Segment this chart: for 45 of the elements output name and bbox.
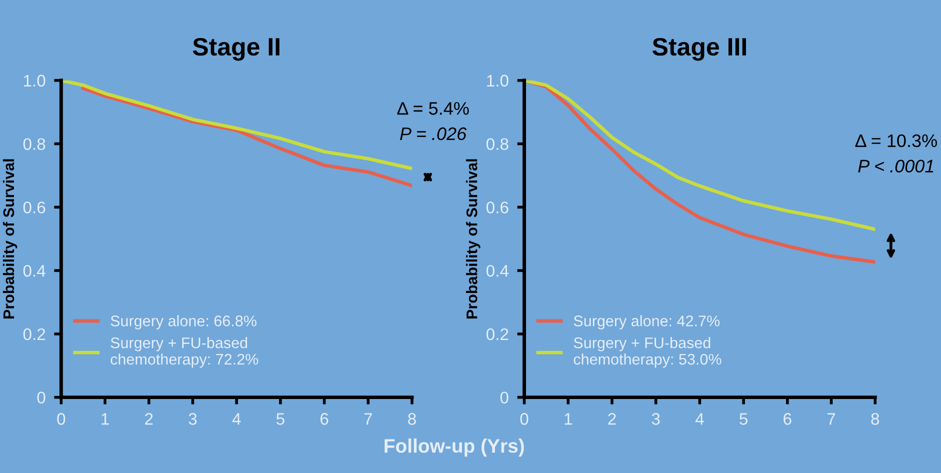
x-tick-label: 8 bbox=[871, 413, 880, 425]
x-tick-label: 1 bbox=[102, 413, 109, 425]
y-axis-title: Probability of Survival bbox=[2, 159, 18, 318]
y-tick-label: 1.0 bbox=[24, 74, 46, 87]
x-tick-label: 1 bbox=[564, 413, 572, 425]
y-tick-label: 0 bbox=[37, 392, 46, 404]
annotation: Δ = 10.3% bbox=[855, 134, 937, 148]
x-tick-label: 7 bbox=[364, 413, 372, 425]
x-tick-label: 5 bbox=[740, 413, 748, 425]
y-tick-label: 0.2 bbox=[23, 328, 46, 340]
x-tick-label: 5 bbox=[276, 413, 284, 425]
line-series bbox=[81, 86, 412, 188]
y-axis-title: Probability of Survival bbox=[466, 159, 480, 318]
y-tick-label: 0 bbox=[500, 392, 508, 404]
x-tick-label: 7 bbox=[827, 413, 836, 425]
line-series bbox=[61, 80, 412, 170]
y-tick-label: 1.0 bbox=[487, 74, 508, 87]
x-tick-label: 0 bbox=[57, 413, 66, 425]
x-tick-label: 4 bbox=[695, 413, 704, 425]
x-tick-label: 2 bbox=[608, 413, 616, 425]
annotation: P = .026 bbox=[400, 127, 467, 140]
y-tick-label: 0.8 bbox=[486, 138, 508, 150]
annotation: Δ = 5.4% bbox=[397, 102, 469, 115]
legend-label: Surgery + FU-based chemotherapy: 53.0% bbox=[574, 337, 722, 368]
y-tick-label: 0.4 bbox=[23, 264, 46, 277]
y-tick-label: 0.2 bbox=[486, 328, 508, 340]
y-tick-label: 0.6 bbox=[486, 202, 508, 214]
annotation: P < .0001 bbox=[858, 160, 934, 172]
y-tick-label: 0.6 bbox=[23, 202, 46, 214]
x-tick-label: 6 bbox=[784, 413, 792, 425]
x-axis-title: Follow-up (Yrs) bbox=[384, 438, 524, 457]
legend-label: Surgery alone: 66.8% bbox=[110, 315, 256, 330]
legend-label: Surgery + FU-based chemotherapy: 72.2% bbox=[110, 337, 258, 368]
x-tick-label: 3 bbox=[652, 413, 660, 425]
y-tick-label: 0.8 bbox=[23, 138, 46, 150]
y-tick-label: 0.4 bbox=[486, 264, 509, 277]
x-tick-label: 6 bbox=[320, 413, 328, 425]
x-tick-label: 8 bbox=[408, 413, 416, 425]
x-tick-label: 4 bbox=[232, 413, 241, 425]
x-tick-label: 3 bbox=[188, 413, 197, 425]
x-tick-label: 0 bbox=[520, 413, 528, 425]
chart-title: Stage III bbox=[652, 38, 746, 61]
legend-label: Surgery alone: 42.7% bbox=[574, 315, 720, 330]
x-tick-label: 2 bbox=[145, 413, 153, 425]
chart-title: Stage II bbox=[192, 38, 280, 61]
